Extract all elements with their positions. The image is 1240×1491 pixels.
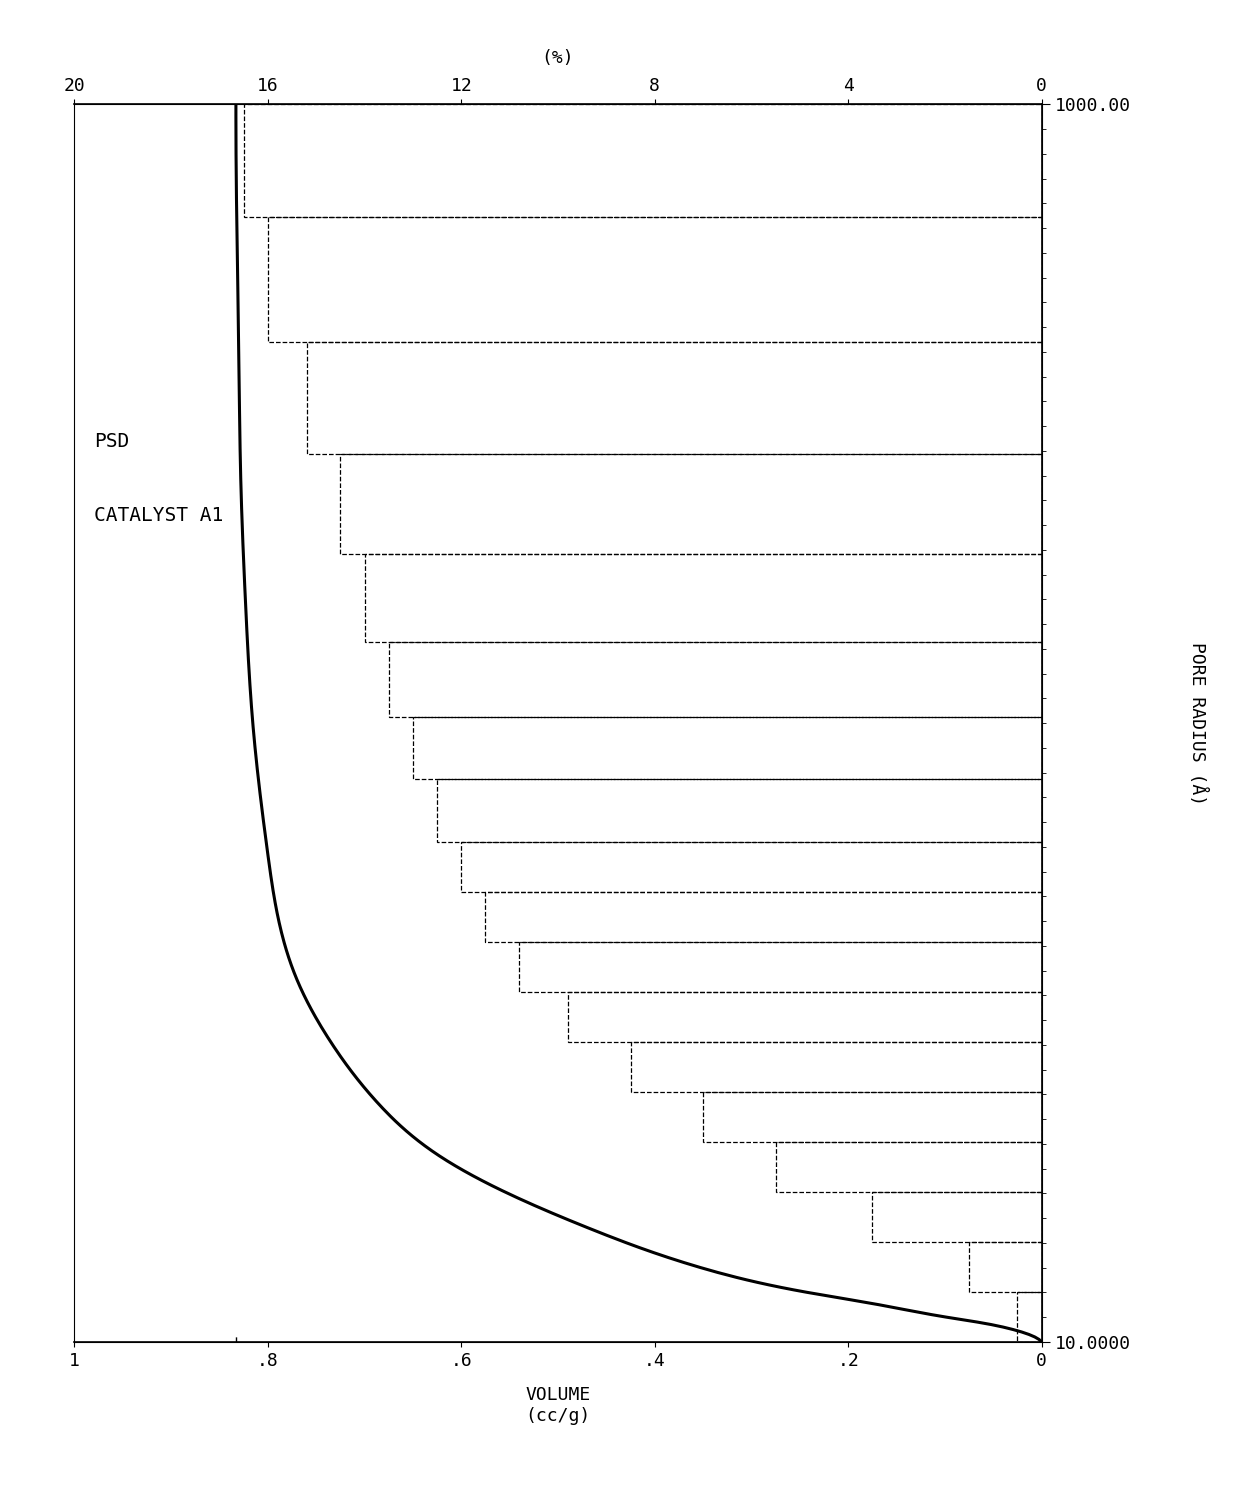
Text: PSD: PSD — [94, 432, 129, 450]
Bar — [520, 942, 1042, 992]
Bar — [1017, 1291, 1042, 1342]
X-axis label: VOLUME
(cc/g): VOLUME (cc/g) — [526, 1387, 590, 1425]
Bar — [268, 216, 1042, 341]
Bar — [365, 555, 1042, 643]
Bar — [873, 1191, 1042, 1242]
Bar — [630, 1042, 1042, 1091]
Bar — [243, 104, 1042, 216]
Bar — [413, 717, 1042, 780]
Bar — [486, 892, 1042, 942]
Bar — [970, 1242, 1042, 1291]
Bar — [776, 1142, 1042, 1191]
Bar — [340, 455, 1042, 555]
X-axis label: (%): (%) — [542, 49, 574, 67]
Y-axis label: PORE RADIUS (Å): PORE RADIUS (Å) — [1188, 641, 1208, 805]
Bar — [461, 842, 1042, 892]
Bar — [568, 992, 1042, 1042]
Bar — [703, 1091, 1042, 1142]
Bar — [436, 780, 1042, 842]
Text: CATALYST A1: CATALYST A1 — [94, 505, 223, 525]
Bar — [306, 341, 1042, 455]
Bar — [389, 643, 1042, 717]
